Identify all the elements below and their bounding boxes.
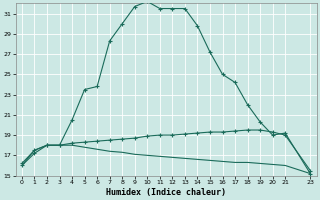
X-axis label: Humidex (Indice chaleur): Humidex (Indice chaleur) [106,188,226,197]
